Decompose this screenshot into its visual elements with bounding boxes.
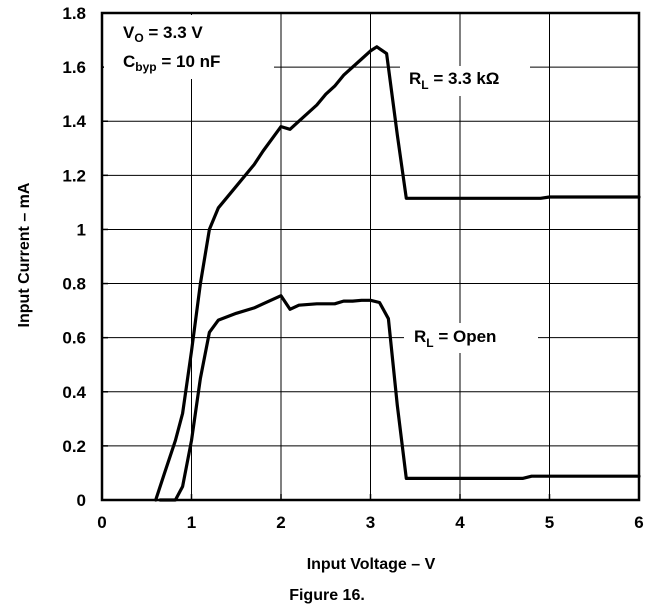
x-tick-label: 6 (634, 513, 643, 532)
y-tick-label: 1.6 (62, 58, 86, 77)
y-tick-label: 0.6 (62, 329, 86, 348)
x-tick-label: 2 (276, 513, 285, 532)
y-axis-title: Input Current – mA (16, 182, 33, 327)
x-axis-title: Input Voltage – V (307, 556, 436, 573)
y-tick-label: 1.2 (62, 166, 86, 185)
conditions-annotation-bg (104, 15, 274, 79)
y-tick-label: 1.4 (62, 112, 86, 131)
x-tick-label: 0 (97, 513, 106, 532)
y-tick-label: 0.8 (62, 275, 86, 294)
series-label-rl-open: RL = Open (414, 327, 496, 350)
y-tick-label: 0.2 (62, 437, 86, 456)
series-label-rl-3k3: RL = 3.3 kΩ (409, 69, 499, 92)
series-layer (154, 45, 641, 502)
annotation-cbyp: Cbyp = 10 nF (123, 52, 220, 74)
series-label-rl-open-bg (404, 323, 538, 353)
series-label-rl-3k3-bg (400, 66, 530, 96)
grid (102, 13, 639, 500)
tick-labels: 0 1 2 3 4 5 6 0 0.2 0.4 0.6 0.8 1 1.2 1.4 1.6 1.8 (62, 4, 643, 532)
annotation-vo: VO = 3.3 V (123, 23, 203, 45)
y-tick-label: 1 (77, 220, 86, 239)
y-tick-label: 1.8 (62, 4, 86, 23)
y-tick-label: 0 (77, 491, 86, 510)
x-tick-label: 4 (455, 513, 465, 532)
x-tick-label: 3 (366, 513, 375, 532)
x-tick-label: 5 (545, 513, 554, 532)
figure-caption: Figure 16. (289, 587, 365, 604)
series-line-rl-open (158, 294, 641, 502)
y-tick-label: 0.4 (62, 383, 86, 402)
series-line-rl-3k3 (154, 45, 641, 502)
x-tick-label: 1 (187, 513, 196, 532)
